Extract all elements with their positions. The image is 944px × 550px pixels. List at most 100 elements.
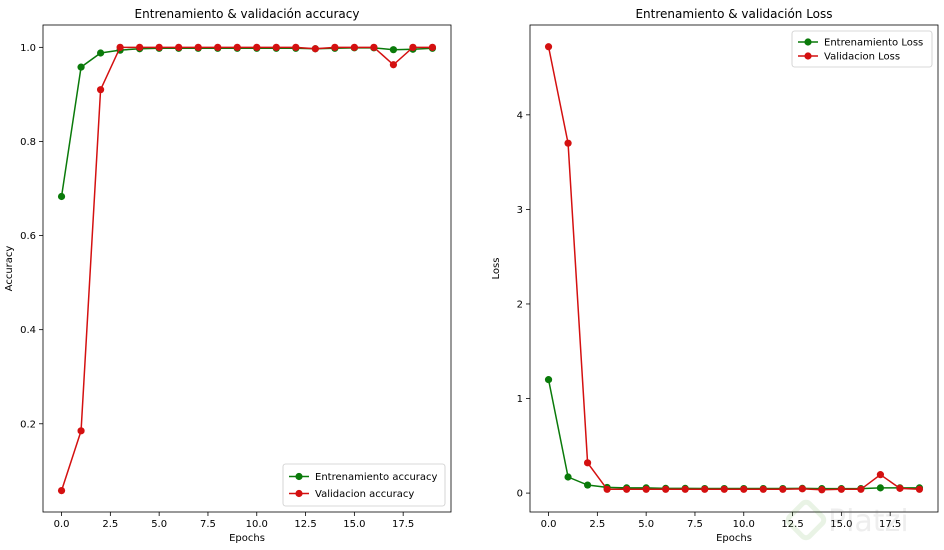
x-tick-label: 15.0	[830, 519, 852, 530]
series-line	[547, 379, 920, 490]
data-point	[720, 485, 728, 493]
data-point	[779, 485, 787, 493]
series-1	[57, 43, 437, 495]
data-point	[389, 61, 398, 69]
data-point	[57, 192, 66, 201]
data-point	[350, 43, 358, 51]
data-point	[642, 485, 650, 493]
series-1	[544, 43, 924, 494]
y-tick-label: 4	[517, 110, 523, 121]
x-tick-label: 5.0	[638, 519, 654, 530]
data-point	[603, 485, 611, 493]
legend-label: Validacion accuracy	[315, 489, 414, 500]
data-point	[194, 43, 202, 51]
data-point	[759, 485, 767, 493]
y-tick-label: 0.6	[20, 231, 36, 242]
data-point	[233, 43, 241, 51]
series-0	[544, 376, 924, 493]
y-tick-label: 3	[517, 205, 523, 216]
x-tick-label: 0.0	[54, 519, 70, 530]
data-point	[77, 427, 85, 435]
legend-marker	[804, 38, 812, 46]
series-line	[60, 47, 433, 197]
platzi-logo: Platzi	[785, 499, 909, 541]
y-tick-label: 0.4	[20, 325, 36, 336]
platzi-logo-text: Platzi	[828, 504, 909, 539]
y-tick-label: 0	[517, 489, 523, 500]
legend-marker	[295, 472, 303, 481]
data-point	[175, 43, 183, 51]
x-tick-label: 15.0	[343, 519, 365, 530]
legend-marker	[295, 489, 303, 498]
series-0	[57, 44, 437, 201]
legend-box	[791, 30, 933, 68]
data-point	[544, 376, 553, 384]
series-line	[60, 46, 433, 491]
data-point	[116, 43, 124, 51]
x-tick-label: 12.5	[781, 519, 803, 530]
data-point	[681, 485, 689, 493]
data-point	[662, 485, 670, 493]
data-point	[57, 486, 66, 495]
data-point	[409, 43, 417, 51]
data-point	[564, 473, 572, 481]
x-tick-label: 10.0	[246, 519, 268, 530]
data-point	[77, 63, 85, 71]
plot-frame	[42, 24, 452, 513]
x-tick-label: 17.5	[879, 519, 901, 530]
x-axis-label: Epochs	[716, 533, 752, 544]
chart-title: Entrenamiento & validación Loss	[635, 7, 832, 21]
data-point	[896, 484, 904, 492]
y-axis-label: Loss	[491, 258, 502, 280]
legend-marker	[804, 52, 812, 60]
x-tick-label: 7.5	[687, 519, 703, 530]
legend-label: Entrenamiento Loss	[824, 38, 923, 49]
data-point	[564, 139, 572, 147]
data-point	[214, 43, 222, 51]
x-tick-label: 10.0	[733, 519, 755, 530]
y-tick-label: 1.0	[20, 43, 36, 54]
data-point	[292, 43, 300, 51]
data-point	[96, 49, 105, 57]
series-line	[547, 46, 920, 491]
y-tick-label: 0.8	[20, 137, 36, 148]
data-point	[136, 43, 144, 51]
plot-frame	[529, 24, 939, 513]
data-point	[818, 486, 826, 494]
data-point	[428, 43, 437, 51]
x-tick-label: 2.5	[102, 519, 118, 530]
y-tick-label: 0.2	[20, 419, 36, 430]
data-point	[311, 45, 319, 53]
x-tick-label: 0.0	[541, 519, 557, 530]
chart-title: Entrenamiento & validación accuracy	[135, 7, 360, 21]
legend: Entrenamiento Loss Validacion Loss	[791, 30, 933, 68]
data-point	[370, 43, 378, 51]
data-point	[544, 43, 553, 51]
legend-label: Entrenamiento accuracy	[315, 472, 438, 483]
data-point	[583, 459, 592, 467]
data-point	[798, 485, 806, 493]
data-point	[837, 485, 845, 493]
legend: Entrenamiento accuracy Validacion accurac…	[282, 463, 446, 507]
data-point	[876, 484, 885, 492]
accuracy-chart: 0.0 2.5 5.0 7.5 10.0 12.5 15.0 17.5 0.2 0.4 0.6 0.8…	[4, 7, 452, 544]
x-tick-label: 5.0	[151, 519, 167, 530]
data-point	[389, 46, 398, 54]
data-point	[740, 485, 748, 493]
data-point	[623, 485, 631, 493]
loss-chart: 0.0 2.5 5.0 7.5 10.0 12.5 15.0 17.5 0 1 2 3 4 Entrena…	[491, 7, 939, 544]
legend-label: Validacion Loss	[824, 52, 900, 63]
data-point	[331, 43, 339, 51]
platzi-logo-icon	[785, 499, 827, 541]
data-point	[253, 43, 261, 51]
x-tick-label: 17.5	[392, 519, 414, 530]
x-tick-label: 12.5	[294, 519, 316, 530]
data-point	[155, 43, 163, 51]
data-point	[857, 485, 865, 493]
data-point	[701, 485, 709, 493]
x-tick-label: 7.5	[200, 519, 216, 530]
data-point	[96, 86, 105, 94]
y-tick-label: 1	[517, 394, 523, 405]
data-point	[583, 481, 592, 489]
